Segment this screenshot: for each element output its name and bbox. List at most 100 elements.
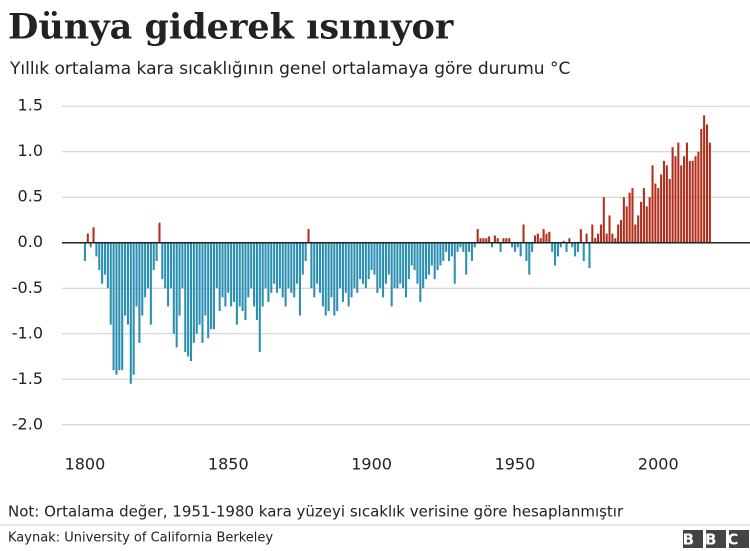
bar: [178, 242, 181, 316]
x-tick-label: 1800: [65, 455, 106, 474]
bar: [370, 242, 373, 271]
bar: [628, 192, 631, 243]
bar: [556, 242, 559, 257]
bar: [95, 242, 98, 257]
bar: [103, 242, 107, 275]
bar: [536, 233, 539, 243]
bar: [281, 242, 284, 298]
bar: [459, 242, 462, 248]
bar: [588, 242, 591, 269]
bar: [347, 242, 350, 307]
bar: [396, 242, 399, 289]
bar: [685, 142, 688, 243]
bar: [181, 242, 184, 289]
bar: [175, 242, 178, 348]
bar: [631, 188, 634, 243]
bar: [273, 242, 276, 284]
bar: [694, 156, 697, 243]
bar: [393, 242, 396, 289]
bar: [187, 242, 190, 357]
bar: [697, 151, 700, 243]
bar: [152, 242, 155, 271]
bar: [333, 242, 336, 316]
bar: [204, 242, 207, 316]
bar: [316, 242, 319, 284]
bar: [605, 233, 608, 243]
bar: [270, 242, 273, 293]
bar: [479, 238, 482, 243]
y-tick-label: 0.0: [18, 232, 43, 251]
bar: [662, 160, 666, 243]
bar: [465, 242, 468, 275]
bar: [278, 242, 281, 289]
bar: [275, 242, 279, 293]
bar: [602, 197, 605, 243]
y-tick-label: -1.5: [12, 369, 43, 388]
bar: [327, 242, 330, 312]
bar: [427, 242, 430, 275]
bar: [359, 242, 362, 280]
bar: [677, 142, 680, 243]
bar: [611, 233, 614, 243]
bar: [619, 219, 623, 243]
bar: [161, 242, 164, 280]
bar: [144, 242, 147, 298]
bar: [522, 224, 525, 243]
bar: [158, 222, 161, 243]
bar: [402, 242, 405, 289]
bar: [657, 188, 660, 243]
bar: [284, 242, 287, 307]
bar: [141, 242, 144, 316]
bar: [235, 242, 238, 325]
bar: [290, 242, 293, 293]
bar: [407, 242, 410, 280]
bar: [680, 165, 683, 243]
bar: [124, 242, 127, 316]
bar: [582, 242, 585, 261]
bar: [473, 242, 476, 248]
bar: [539, 238, 542, 243]
bar: [683, 156, 686, 243]
bar: [622, 197, 625, 243]
bar: [456, 242, 459, 252]
bar: [674, 156, 677, 243]
bar: [296, 242, 299, 284]
bar: [218, 242, 221, 312]
bar: [255, 242, 258, 321]
bar: [485, 238, 488, 243]
bar: [384, 242, 387, 284]
bar: [671, 147, 674, 243]
bar: [496, 238, 499, 243]
bar: [513, 242, 516, 252]
bar: [155, 242, 158, 261]
bar: [172, 242, 175, 334]
bar: [376, 242, 379, 293]
note: Not: Ortalama değer, 1951-1980 kara yüze…: [8, 503, 624, 521]
bar: [476, 229, 479, 243]
bar: [164, 242, 167, 289]
bar: [101, 242, 104, 284]
bar: [244, 242, 247, 321]
bar: [195, 242, 198, 334]
bar: [201, 242, 204, 343]
bar: [579, 229, 582, 243]
bar: [453, 242, 456, 284]
bar: [525, 242, 528, 261]
bar: [608, 215, 611, 243]
bar: [599, 224, 602, 243]
bar: [387, 242, 390, 275]
bar: [568, 238, 571, 243]
bar: [665, 165, 668, 243]
logo: [683, 530, 749, 548]
bar: [86, 233, 89, 243]
bar: [118, 242, 121, 371]
bar: [224, 242, 227, 307]
y-tick-label: -0.5: [12, 278, 43, 297]
bar: [594, 238, 597, 243]
bar: [562, 240, 565, 243]
bar: [614, 238, 617, 243]
bar: [425, 242, 428, 280]
bar: [321, 242, 324, 307]
bar: [648, 197, 651, 243]
bar: [651, 165, 654, 243]
